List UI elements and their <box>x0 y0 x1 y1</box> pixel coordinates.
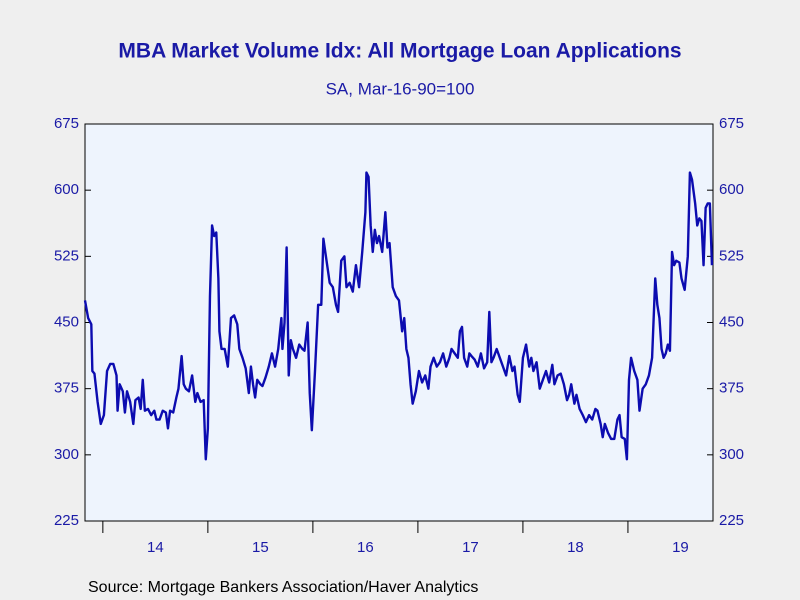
x-tick-label: 18 <box>567 539 584 556</box>
x-tick-label: 17 <box>462 539 479 556</box>
y2-tick-label: 375 <box>719 380 744 397</box>
y2-tick-label: 225 <box>719 512 744 529</box>
y2-tick-label: 675 <box>719 115 744 132</box>
chart-title: MBA Market Volume Idx: All Mortgage Loan… <box>118 40 681 63</box>
x-tick-label: 15 <box>252 539 269 556</box>
y2-tick-label: 300 <box>719 446 744 463</box>
source-note: Source: Mortgage Bankers Association/Hav… <box>88 579 478 596</box>
y-tick-label: 525 <box>54 247 79 264</box>
data-line <box>83 171 714 461</box>
y-tick-label: 675 <box>54 115 79 132</box>
y-tick-label: 600 <box>54 181 79 198</box>
y-tick-label: 450 <box>54 313 79 330</box>
y-tick-label: 375 <box>54 380 79 397</box>
y-tick-label: 225 <box>54 512 79 529</box>
chart-subtitle: SA, Mar-16-90=100 <box>326 79 475 98</box>
y2-tick-label: 600 <box>719 181 744 198</box>
plot-area <box>84 123 714 522</box>
y2-tick-label: 525 <box>719 247 744 264</box>
x-tick-label: 14 <box>147 539 164 556</box>
y2-tick-label: 450 <box>719 313 744 330</box>
x-tick-label: 16 <box>357 539 374 556</box>
x-tick-label: 19 <box>672 539 689 556</box>
y-tick-label: 300 <box>54 446 79 463</box>
